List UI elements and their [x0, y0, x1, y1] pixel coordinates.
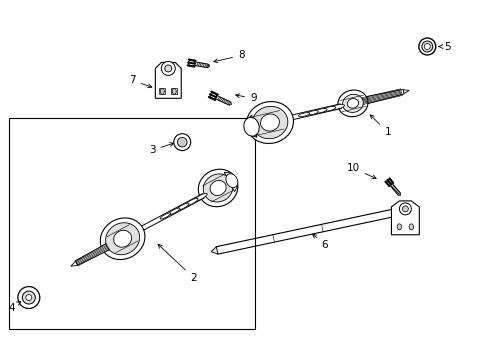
Ellipse shape — [408, 224, 413, 230]
Circle shape — [421, 41, 432, 52]
Ellipse shape — [244, 117, 259, 136]
Polygon shape — [361, 89, 404, 105]
Ellipse shape — [402, 206, 407, 212]
Text: 3: 3 — [148, 143, 173, 155]
Ellipse shape — [399, 203, 410, 215]
Text: 1: 1 — [369, 115, 390, 137]
Ellipse shape — [164, 65, 171, 72]
Ellipse shape — [177, 203, 189, 210]
Ellipse shape — [298, 113, 309, 117]
Ellipse shape — [172, 88, 176, 94]
Ellipse shape — [322, 107, 335, 111]
Ellipse shape — [329, 104, 344, 109]
Ellipse shape — [251, 106, 287, 139]
Ellipse shape — [100, 218, 144, 260]
Text: 8: 8 — [213, 50, 244, 63]
Ellipse shape — [306, 111, 318, 115]
Polygon shape — [9, 118, 254, 329]
Ellipse shape — [113, 230, 131, 247]
Polygon shape — [159, 88, 165, 94]
Ellipse shape — [160, 213, 170, 219]
Text: 10: 10 — [346, 163, 375, 179]
Ellipse shape — [314, 108, 326, 113]
Ellipse shape — [203, 174, 232, 202]
Polygon shape — [171, 88, 177, 94]
Polygon shape — [155, 62, 181, 98]
Circle shape — [424, 44, 429, 50]
Ellipse shape — [386, 180, 391, 185]
Text: 5: 5 — [438, 41, 450, 51]
Circle shape — [418, 38, 435, 55]
Ellipse shape — [184, 198, 198, 206]
Text: 7: 7 — [128, 75, 152, 88]
Text: 9: 9 — [235, 93, 256, 103]
Text: 2: 2 — [158, 244, 197, 283]
Ellipse shape — [225, 174, 237, 188]
Ellipse shape — [209, 93, 216, 99]
Ellipse shape — [161, 62, 175, 75]
Circle shape — [177, 138, 186, 147]
Circle shape — [22, 291, 35, 304]
Ellipse shape — [396, 224, 401, 230]
Ellipse shape — [105, 223, 140, 255]
Polygon shape — [207, 64, 209, 68]
Circle shape — [26, 294, 32, 301]
Polygon shape — [211, 247, 218, 254]
Polygon shape — [75, 243, 110, 265]
Polygon shape — [390, 201, 419, 235]
Ellipse shape — [210, 180, 225, 195]
Polygon shape — [224, 172, 237, 192]
Ellipse shape — [198, 169, 237, 207]
Text: 6: 6 — [312, 234, 327, 250]
Polygon shape — [246, 115, 256, 137]
Text: 4: 4 — [8, 302, 20, 312]
Ellipse shape — [260, 114, 279, 131]
Circle shape — [173, 134, 190, 150]
Polygon shape — [397, 193, 400, 195]
Ellipse shape — [160, 88, 164, 94]
Ellipse shape — [346, 99, 358, 108]
Ellipse shape — [188, 60, 195, 66]
Circle shape — [18, 287, 40, 309]
Ellipse shape — [342, 94, 363, 112]
Polygon shape — [229, 102, 231, 105]
Ellipse shape — [168, 208, 180, 215]
Polygon shape — [403, 90, 408, 94]
Ellipse shape — [246, 102, 293, 144]
Polygon shape — [71, 261, 78, 266]
Ellipse shape — [337, 90, 367, 117]
Ellipse shape — [193, 193, 207, 202]
